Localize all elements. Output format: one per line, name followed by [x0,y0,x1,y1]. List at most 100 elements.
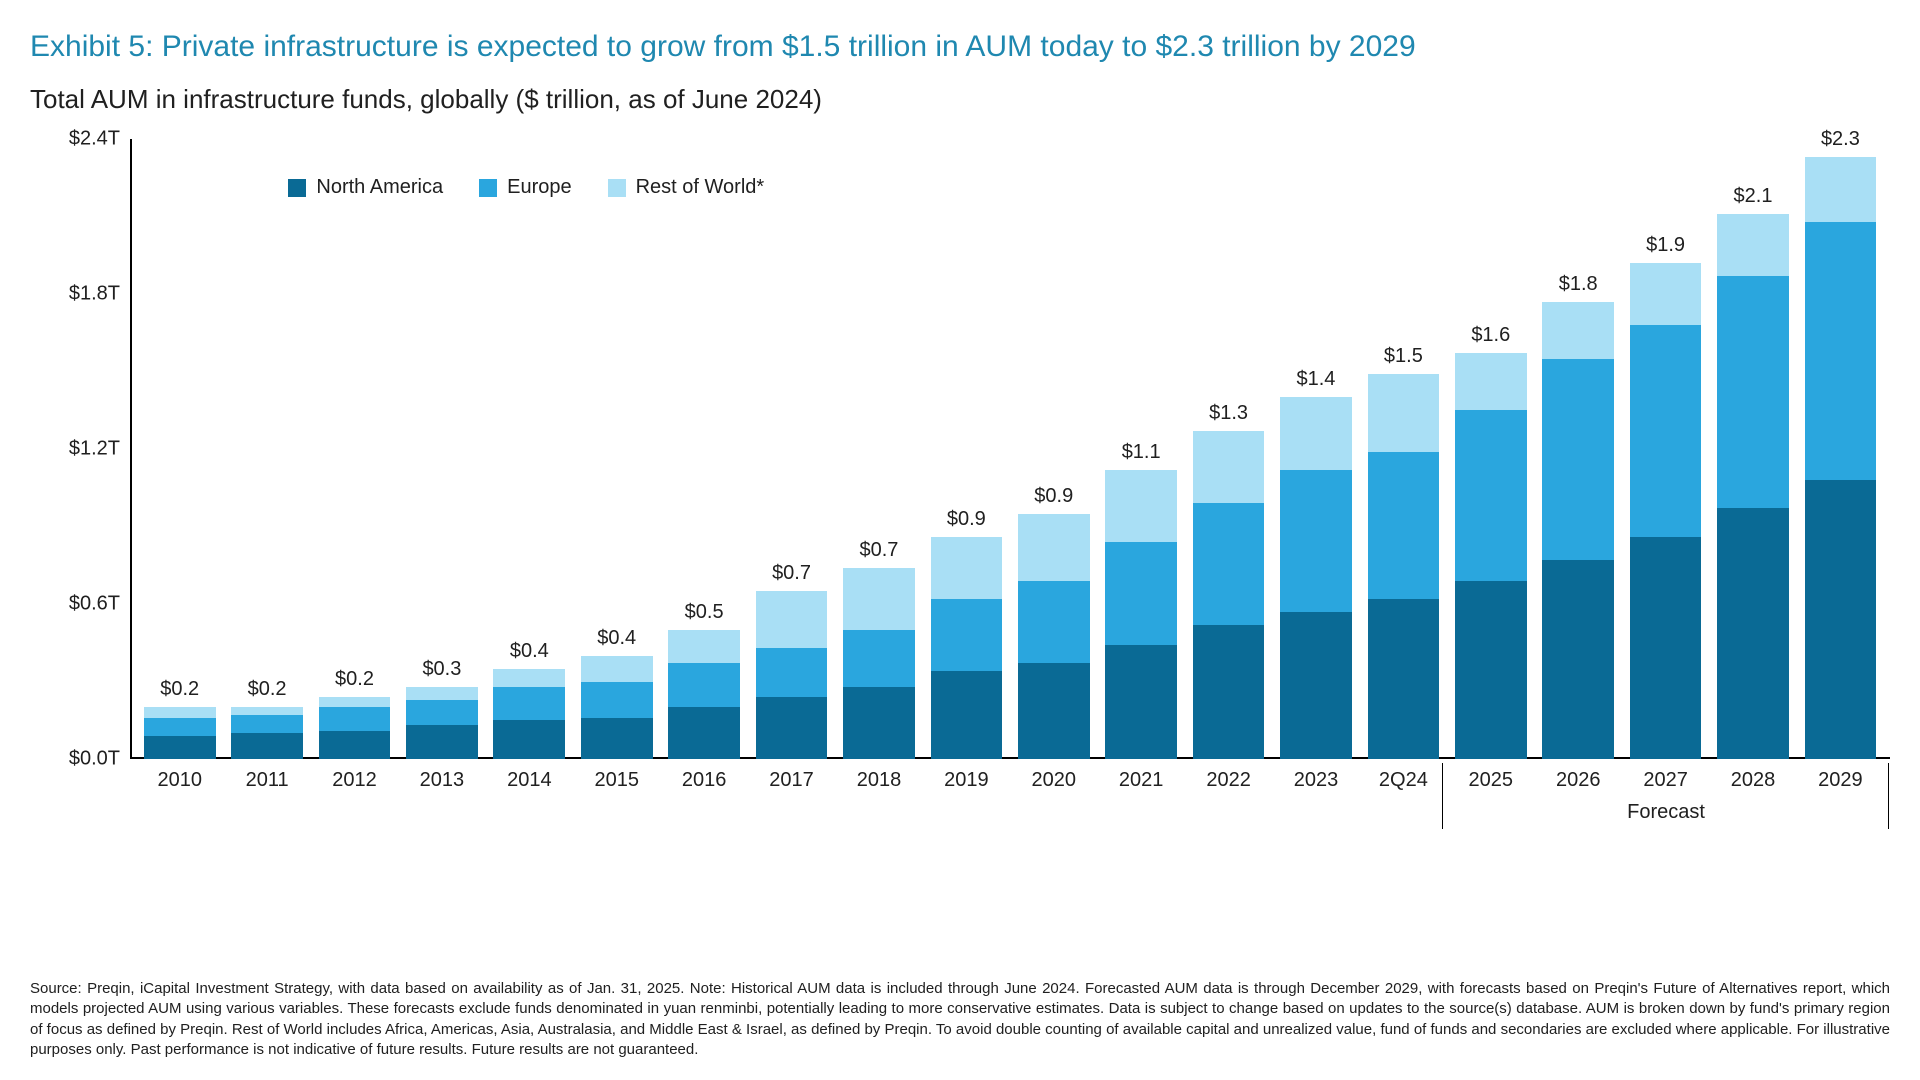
bar-slot: $1.82026 [1535,139,1622,759]
bar-slot: $0.42014 [486,139,573,759]
y-tick-label: $2.4T [69,128,120,151]
legend-item: Europe [479,176,572,199]
x-tick-label: 2023 [1294,769,1339,792]
bar-slot: $0.52016 [660,139,747,759]
x-tick-label: 2019 [944,769,989,792]
bar-slot: $2.32029 [1797,139,1884,759]
source-footnote: Source: Preqin, iCapital Investment Stra… [30,979,1890,1060]
x-tick-label: 2014 [507,769,552,792]
bar-total-label: $0.2 [335,668,374,691]
bar-segment [931,599,1003,671]
bar-stack: $1.5 [1368,374,1440,759]
bar-slot: $0.22012 [311,139,398,759]
bar-total-label: $1.9 [1646,234,1685,257]
bar-segment [1630,537,1702,759]
legend-swatch [479,179,497,197]
forecast-label: Forecast [1627,801,1705,824]
bar-segment [144,707,216,717]
bar-segment [581,718,653,759]
bar-stack: $1.1 [1105,470,1177,759]
bar-stack: $1.8 [1542,302,1614,759]
bar-total-label: $0.3 [422,658,461,681]
bar-slot: $0.72018 [835,139,922,759]
bar-slot: $0.22011 [223,139,310,759]
bar-stack: $0.4 [581,656,653,759]
bar-segment [668,630,740,664]
bar-segment [1630,325,1702,537]
bar-stack: $0.5 [668,630,740,759]
bars-row: $0.22010$0.22011$0.22012$0.32013$0.42014… [130,139,1890,759]
x-tick-label: 2028 [1731,769,1776,792]
bar-total-label: $0.7 [859,539,898,562]
bar-segment [1717,276,1789,509]
bar-segment [1805,480,1877,759]
bar-segment [1455,410,1527,581]
bar-segment [756,697,828,759]
bar-segment [1368,374,1440,452]
bar-slot: $1.32022 [1185,139,1272,759]
bar-total-label: $0.4 [597,627,636,650]
y-tick-label: $1.8T [69,283,120,306]
chart-area: $0.22010$0.22011$0.22012$0.32013$0.42014… [30,139,1890,971]
legend-label: Rest of World* [636,176,765,199]
bar-segment [581,682,653,718]
bar-segment [931,671,1003,759]
bar-stack: $0.2 [144,707,216,759]
bar-stack: $0.7 [756,591,828,759]
bar-segment [1018,514,1090,581]
x-tick-label: 2026 [1556,769,1601,792]
bar-segment [406,700,478,726]
bar-stack: $0.4 [493,669,565,759]
bar-segment [406,687,478,700]
bar-segment [319,731,391,759]
bar-segment [756,591,828,648]
x-tick-label: 2022 [1206,769,1251,792]
bar-stack: $0.9 [931,537,1003,759]
bar-total-label: $0.4 [510,640,549,663]
legend-label: Europe [507,176,572,199]
bar-segment [1455,581,1527,759]
x-tick-label: 2016 [682,769,727,792]
legend: North America Europe Rest of World* [288,176,764,199]
bar-segment [1542,359,1614,561]
bar-total-label: $0.5 [685,601,724,624]
bar-segment [1717,214,1789,276]
bar-segment [1717,508,1789,759]
bar-segment [1018,581,1090,664]
x-tick-label: 2029 [1818,769,1863,792]
bar-segment [843,568,915,630]
legend-swatch [608,179,626,197]
bar-total-label: $2.1 [1734,185,1773,208]
bar-segment [668,707,740,759]
bar-segment [144,736,216,759]
plot-area: $0.22010$0.22011$0.22012$0.32013$0.42014… [130,139,1890,759]
bar-segment [319,697,391,707]
forecast-right-tick [1888,763,1889,829]
bar-slot: $1.42023 [1272,139,1359,759]
bar-segment [319,707,391,730]
x-tick-label: 2025 [1469,769,1514,792]
y-tick-label: $1.2T [69,438,120,461]
bar-stack: $0.2 [231,707,303,759]
bar-slot: $0.92019 [923,139,1010,759]
bar-slot: $0.22010 [136,139,223,759]
legend-item: North America [288,176,443,199]
bar-segment [1105,470,1177,542]
bar-slot: $1.62025 [1447,139,1534,759]
forecast-separator [1442,763,1443,829]
bar-segment [581,656,653,682]
legend-label: North America [316,176,443,199]
bar-segment [843,630,915,687]
bar-segment [493,669,565,687]
exhibit-title: Exhibit 5: Private infrastructure is exp… [30,30,1890,64]
bar-stack: $1.6 [1455,353,1527,759]
bar-slot: $0.32013 [398,139,485,759]
bar-segment [1368,599,1440,759]
bar-slot: $1.12021 [1097,139,1184,759]
bar-total-label: $1.6 [1471,324,1510,347]
legend-item: Rest of World* [608,176,765,199]
bar-total-label: $2.3 [1821,128,1860,151]
x-tick-label: 2011 [246,769,289,792]
bar-segment [493,687,565,721]
x-tick-label: 2015 [594,769,639,792]
